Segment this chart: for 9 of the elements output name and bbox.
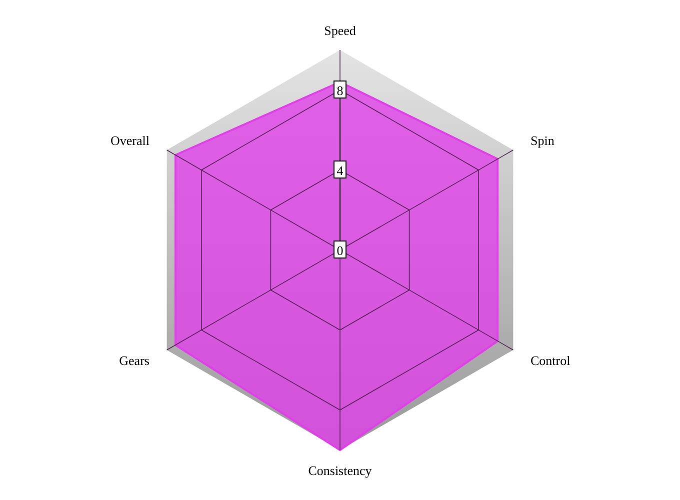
y-tick-label: 8 <box>336 83 344 98</box>
spoke-label: Spin <box>530 133 555 148</box>
y-tick-label: 0 <box>336 243 344 258</box>
spoke-label: Overall <box>110 133 150 148</box>
spoke-label: Control <box>530 353 571 368</box>
spoke-label: Speed <box>324 23 356 38</box>
y-tick-label: 4 <box>336 163 344 178</box>
spoke-label: Consistency <box>308 463 372 478</box>
spoke-label: Gears <box>119 353 150 368</box>
